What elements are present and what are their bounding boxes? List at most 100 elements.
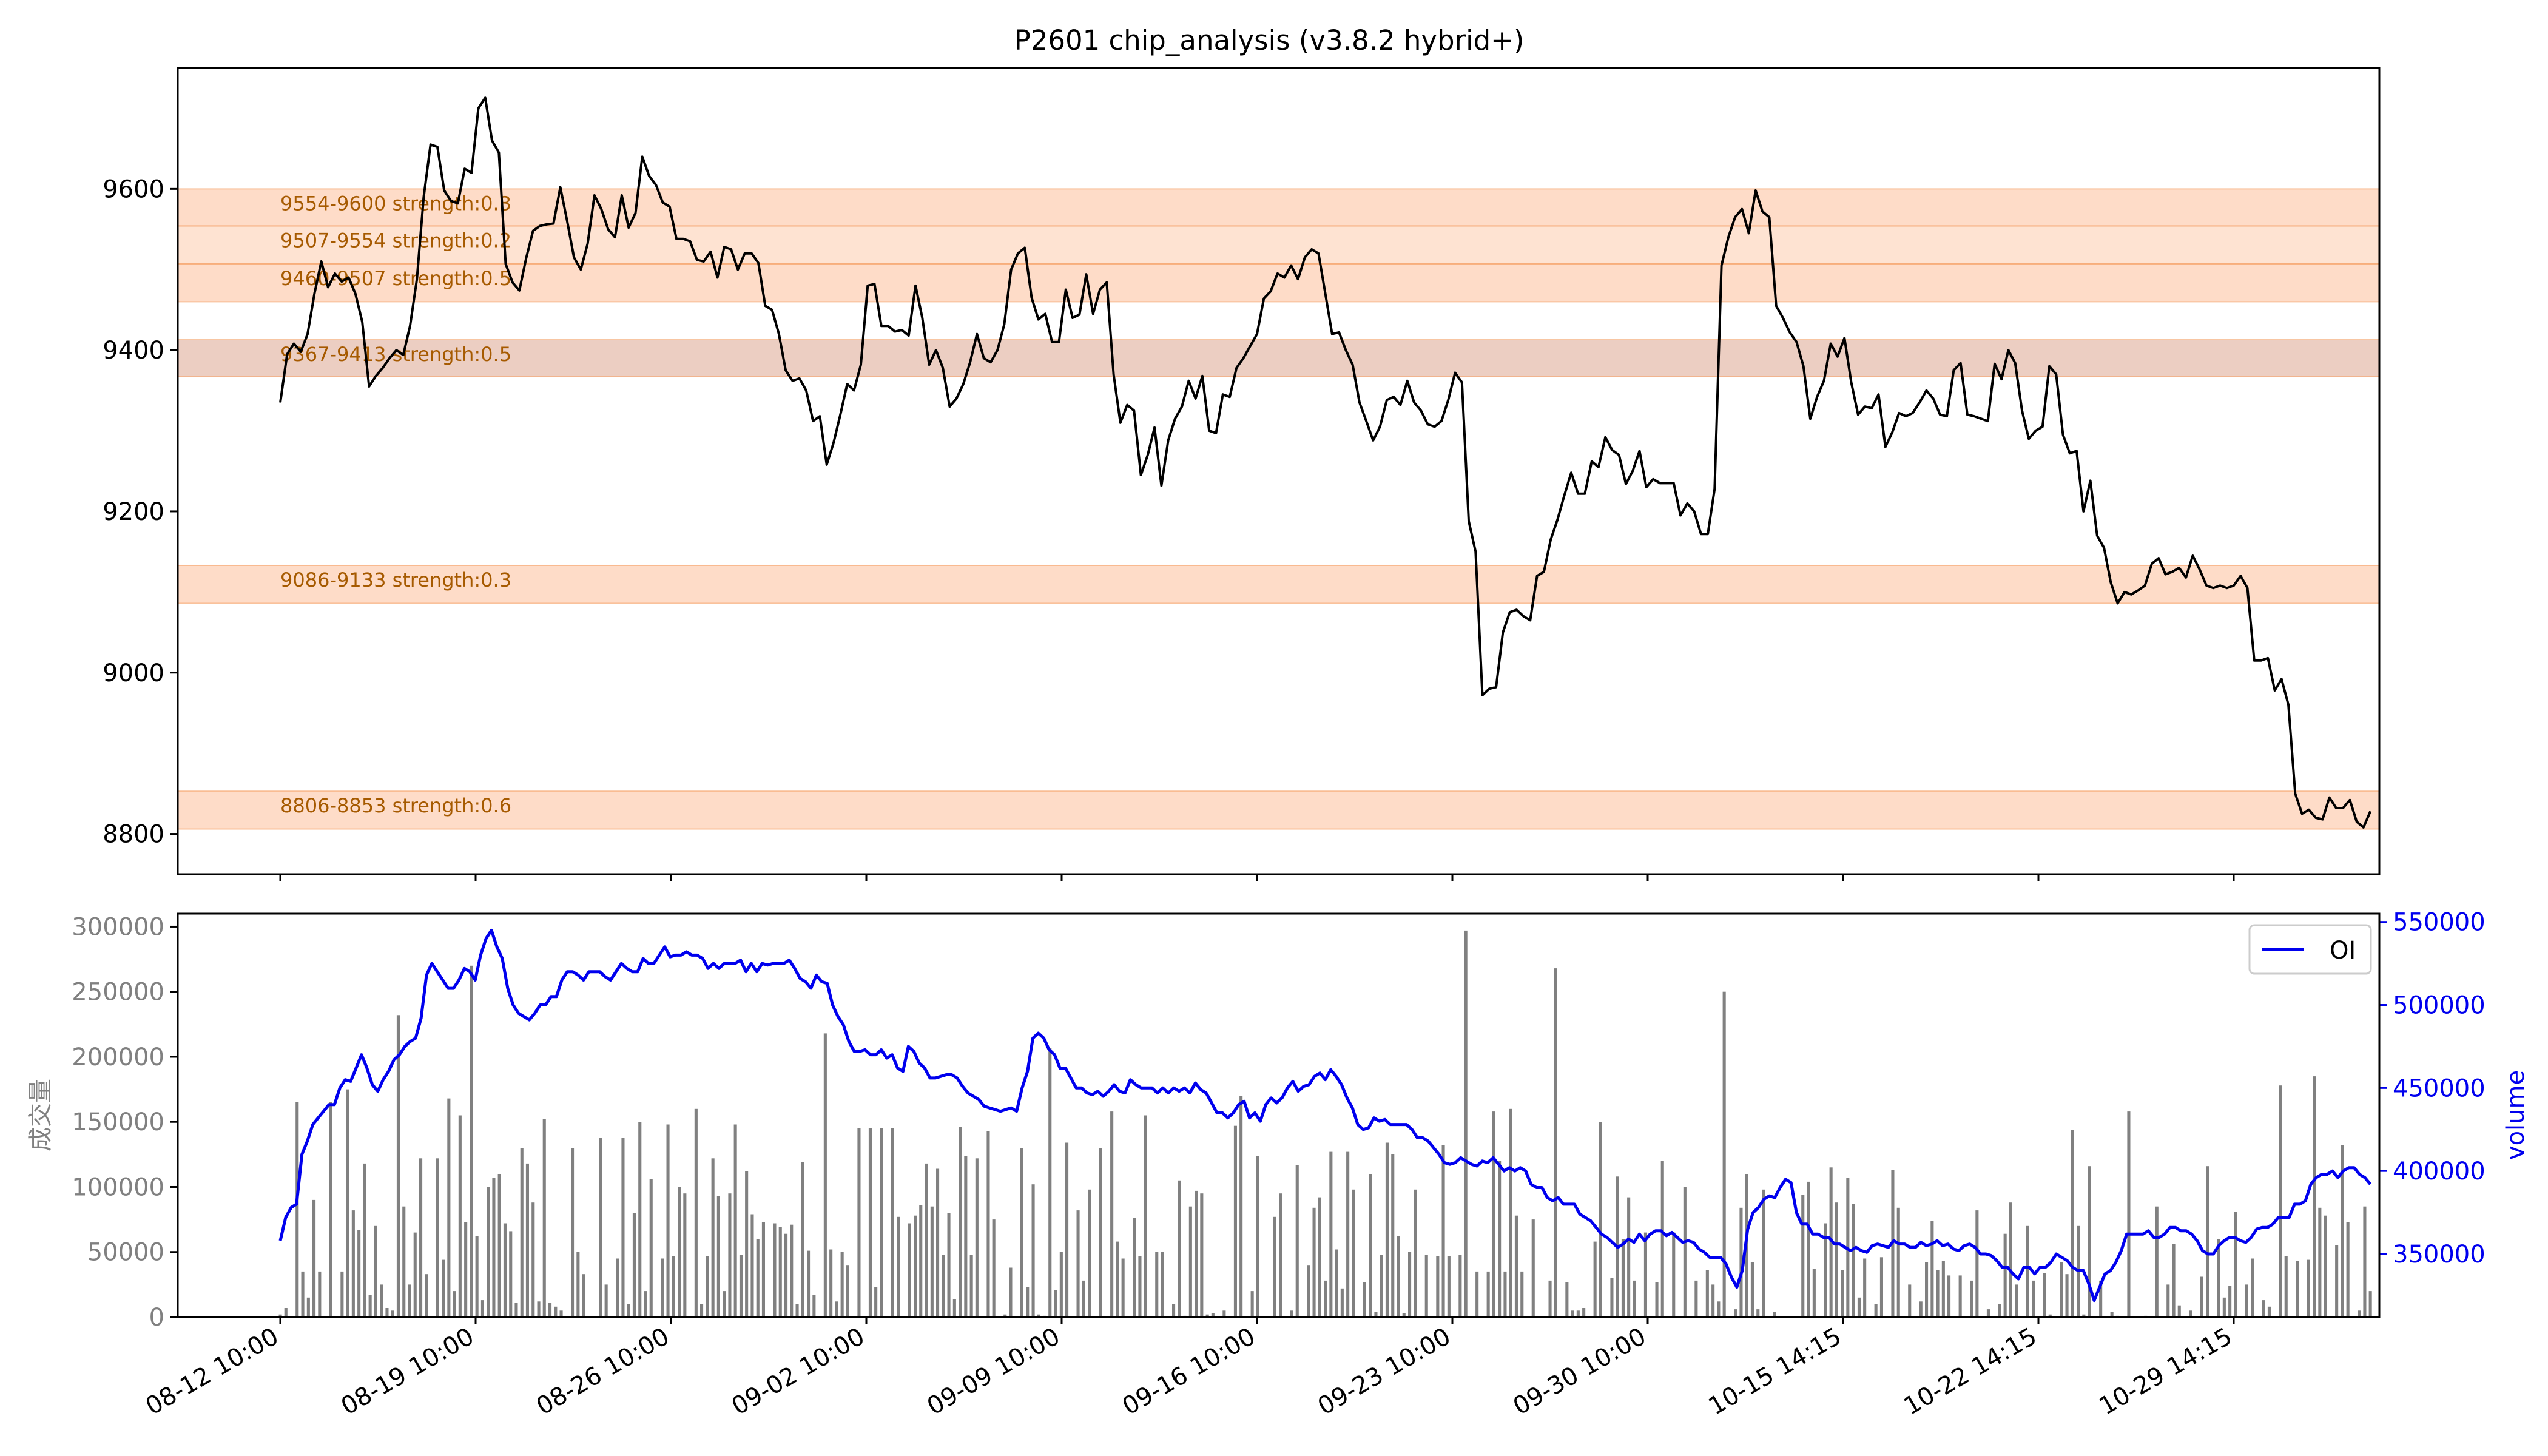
volume-bar [1655, 1282, 1659, 1317]
volume-bar [1290, 1310, 1293, 1317]
volume-bar [840, 1252, 844, 1317]
volume-bar [2228, 1286, 2232, 1317]
volume-bar [2200, 1276, 2203, 1317]
legend-oi-label: OI [2330, 937, 2356, 965]
volume-bar [385, 1308, 389, 1317]
chip-zone-label-5: 9086-9133 strength:0.3 [280, 568, 511, 592]
volume-bar [683, 1193, 687, 1317]
volume-bar [1958, 1275, 1962, 1317]
volume-bar [396, 1015, 400, 1317]
volume-bar [2284, 1256, 2288, 1317]
volume-bar [458, 1115, 462, 1317]
volume-bar [340, 1271, 344, 1317]
volume-bar [1346, 1151, 1350, 1317]
volume-bar [952, 1299, 956, 1317]
volume-bar [2166, 1284, 2170, 1317]
volume-bar [750, 1214, 754, 1317]
volume-bar [1919, 1301, 1923, 1317]
chip-zone-1 [177, 188, 2380, 227]
volume-bar [1172, 1304, 1176, 1317]
volume-bar [2262, 1300, 2265, 1317]
volume-bar [1711, 1284, 1715, 1317]
price-ytick-label-9200: 9200 [103, 498, 164, 526]
volume-bar [835, 1301, 838, 1317]
volume-bar [672, 1256, 675, 1317]
volume-bar [1273, 1216, 1276, 1317]
volume-bar [925, 1163, 928, 1317]
volume-bar [1352, 1189, 1355, 1317]
volume-bar [784, 1233, 788, 1317]
volume-bar [2206, 1166, 2209, 1317]
volume-bar [1144, 1115, 1147, 1317]
volume-bar [2189, 1310, 2192, 1317]
volume-bar [1509, 1108, 1512, 1317]
volume-ytick-label-300000: 300000 [72, 913, 164, 941]
volume-bar [936, 1168, 940, 1317]
volume-bar [897, 1216, 900, 1317]
volume-bar [318, 1271, 322, 1317]
volume-bar [306, 1297, 310, 1317]
chart-title: P2601 chip_analysis (v3.8.2 hybrid+) [1014, 24, 1525, 56]
volume-bar [1239, 1096, 1243, 1317]
volume-bar [1571, 1310, 1574, 1317]
volume-bar [1464, 930, 1468, 1317]
volume-bar [2060, 1262, 2063, 1317]
volume-bar [2026, 1225, 2029, 1317]
volume-bar [2341, 1145, 2344, 1317]
volume-bar [1155, 1252, 1159, 1317]
volume-bar [1970, 1280, 1973, 1317]
volume-bar [1121, 1258, 1125, 1317]
volume-bar [1312, 1207, 1316, 1317]
volume-bar [329, 1102, 332, 1317]
volume-bar [487, 1187, 490, 1317]
volume-bar [790, 1224, 794, 1317]
volume-bar [453, 1291, 456, 1317]
volume-bar [2368, 1291, 2372, 1317]
volume-bar [2363, 1206, 2367, 1317]
volume-bar [644, 1291, 647, 1317]
chip-zone-5 [177, 564, 2380, 604]
volume-bar [1936, 1270, 1940, 1317]
price-ytick-label-8800: 8800 [103, 821, 164, 849]
volume-bar [700, 1304, 704, 1317]
volume-bar [1138, 1256, 1142, 1317]
volume-bar [2177, 1305, 2181, 1317]
volume-bar [1054, 1290, 1057, 1317]
volume-bar [2155, 1206, 2159, 1317]
volume-bar [1211, 1313, 1215, 1317]
volume-bar [1161, 1252, 1164, 1317]
volume-bar [1734, 1309, 1737, 1317]
volume-bar [1599, 1122, 1602, 1317]
volume-bar [959, 1127, 962, 1317]
volume-ytick-label-50000: 50000 [87, 1239, 164, 1267]
volume-bar [1633, 1280, 1636, 1317]
volume-bar [2071, 1130, 2074, 1317]
volume-bar [857, 1128, 861, 1317]
volume-bar [930, 1206, 934, 1317]
volume-bar [1801, 1195, 1805, 1317]
volume-bar [2279, 1085, 2282, 1317]
volume-bar [1812, 1269, 1816, 1317]
volume-bar [1205, 1314, 1209, 1317]
volume-bar [986, 1131, 990, 1317]
volume-bar [1009, 1267, 1013, 1317]
volume-bar [891, 1128, 894, 1317]
volume-bar [1436, 1256, 1440, 1317]
volume-bar [1116, 1241, 1119, 1317]
volume-bar [823, 1033, 827, 1317]
volume-bar [942, 1255, 945, 1317]
volume-bar [1003, 1314, 1007, 1317]
volume-bar [582, 1274, 585, 1317]
volume-bar [621, 1138, 625, 1317]
volume-bar [413, 1232, 417, 1317]
volume-bar [1582, 1308, 1586, 1317]
volume-bar [745, 1171, 749, 1317]
volume-bar [1874, 1304, 1878, 1317]
volume-ytick-label-100000: 100000 [72, 1173, 164, 1201]
volume-bar [914, 1215, 917, 1317]
volume-bar [1178, 1180, 1181, 1317]
price-panel: 9554-9600 strength:0.3 9507-9554 strength… [103, 67, 2381, 881]
volume-bar [632, 1213, 636, 1317]
volume-bar [1295, 1165, 1299, 1317]
volume-bar [1498, 1161, 1502, 1317]
